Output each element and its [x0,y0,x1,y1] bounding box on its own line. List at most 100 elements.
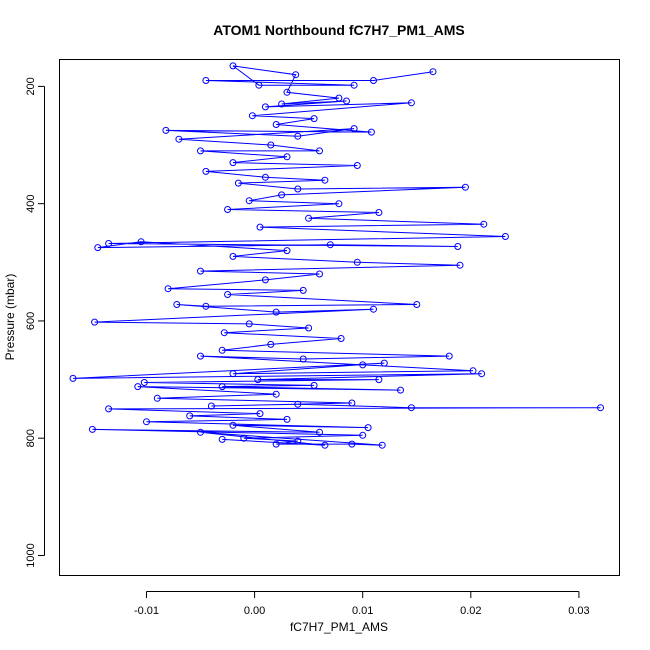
data-point [283,88,291,96]
data-point [316,270,323,278]
data-point [348,440,356,448]
data-point [407,99,415,107]
data-point [292,71,300,79]
data-point [218,383,226,391]
data-point [343,97,350,105]
y-axis: 200 400 600 800 1000 [25,77,45,568]
data-point [335,200,343,208]
data-point [283,415,291,423]
data-point [224,206,232,213]
data-point [173,301,181,308]
data-point [316,147,323,155]
data-point [283,247,291,255]
data-point [164,285,172,293]
data-point [229,252,237,260]
data-point [143,418,150,426]
data-point [294,185,302,193]
data-point [407,404,415,412]
data-point [456,261,464,269]
data-point [105,240,113,247]
y-tick-label: 600 [25,312,37,330]
data-point [261,276,269,284]
x-tick-label: 0.03 [568,605,589,617]
data-point [380,359,388,367]
data-point [597,404,604,412]
data-point [229,370,237,378]
data-point [248,112,256,120]
data-point [335,94,343,102]
data-point [350,125,358,133]
data-point [153,394,161,402]
data-point [229,159,237,167]
chart-title: ATOM1 Northbound fC7H7_PM1_AMS [213,22,465,38]
data-point [256,410,264,418]
data-point [353,258,361,266]
data-point [94,244,102,252]
data-point [229,421,237,429]
data-point [186,412,194,420]
x-axis: -0.01 0.00 0.01 0.02 0.03 [134,591,590,617]
series-layer [69,62,604,449]
data-point [197,267,204,275]
data-point [255,81,263,89]
data-point [278,100,286,108]
data-point [218,346,226,354]
data-point [197,352,204,360]
data-point [359,431,367,439]
data-point [370,77,377,84]
y-axis-title: Pressure (mbar) [3,274,17,361]
data-point [261,103,269,111]
data-point [299,355,307,363]
data-point [88,425,96,433]
data-point [256,223,264,231]
data-point [218,435,226,443]
data-point [375,376,383,384]
data-point [272,390,280,398]
data-point [316,428,323,436]
data-point [197,147,204,155]
data-point [207,402,215,410]
data-point [202,302,210,310]
data-point [202,167,210,175]
data-point [310,381,318,389]
data-point [272,440,280,448]
data-point [245,197,253,205]
data-point [140,379,148,386]
x-tick-label: -0.01 [134,605,159,617]
x-axis-title: fC7H7_PM1_AMS [290,620,388,634]
data-point [461,183,469,191]
data-point [348,399,356,407]
data-point [326,241,334,249]
data-point [272,308,280,316]
data-point [69,374,77,382]
data-point [137,238,145,246]
data-point [353,162,361,169]
data-point [105,405,113,413]
data-point [283,153,291,161]
data-point [478,370,486,378]
y-tick-label: 400 [25,194,37,212]
data-point [469,367,477,375]
data-point [321,176,329,184]
data-point [375,209,383,216]
data-point [378,441,386,449]
data-point [197,428,204,436]
x-tick-label: 0.01 [352,605,373,617]
data-point [229,62,237,70]
data-point [220,329,228,337]
data-point [370,305,377,313]
data-point [267,141,275,149]
plot-frame [59,59,620,576]
data-point [294,132,302,140]
y-tick-label: 800 [25,429,37,447]
data-point [134,383,142,391]
data-point [480,220,488,228]
x-tick-label: 0.02 [460,605,481,617]
data-point [429,68,437,76]
y-tick-label: 1000 [25,543,37,567]
data-point [267,340,275,348]
data-point [224,291,232,298]
data-point [254,376,262,384]
data-point [359,361,367,369]
